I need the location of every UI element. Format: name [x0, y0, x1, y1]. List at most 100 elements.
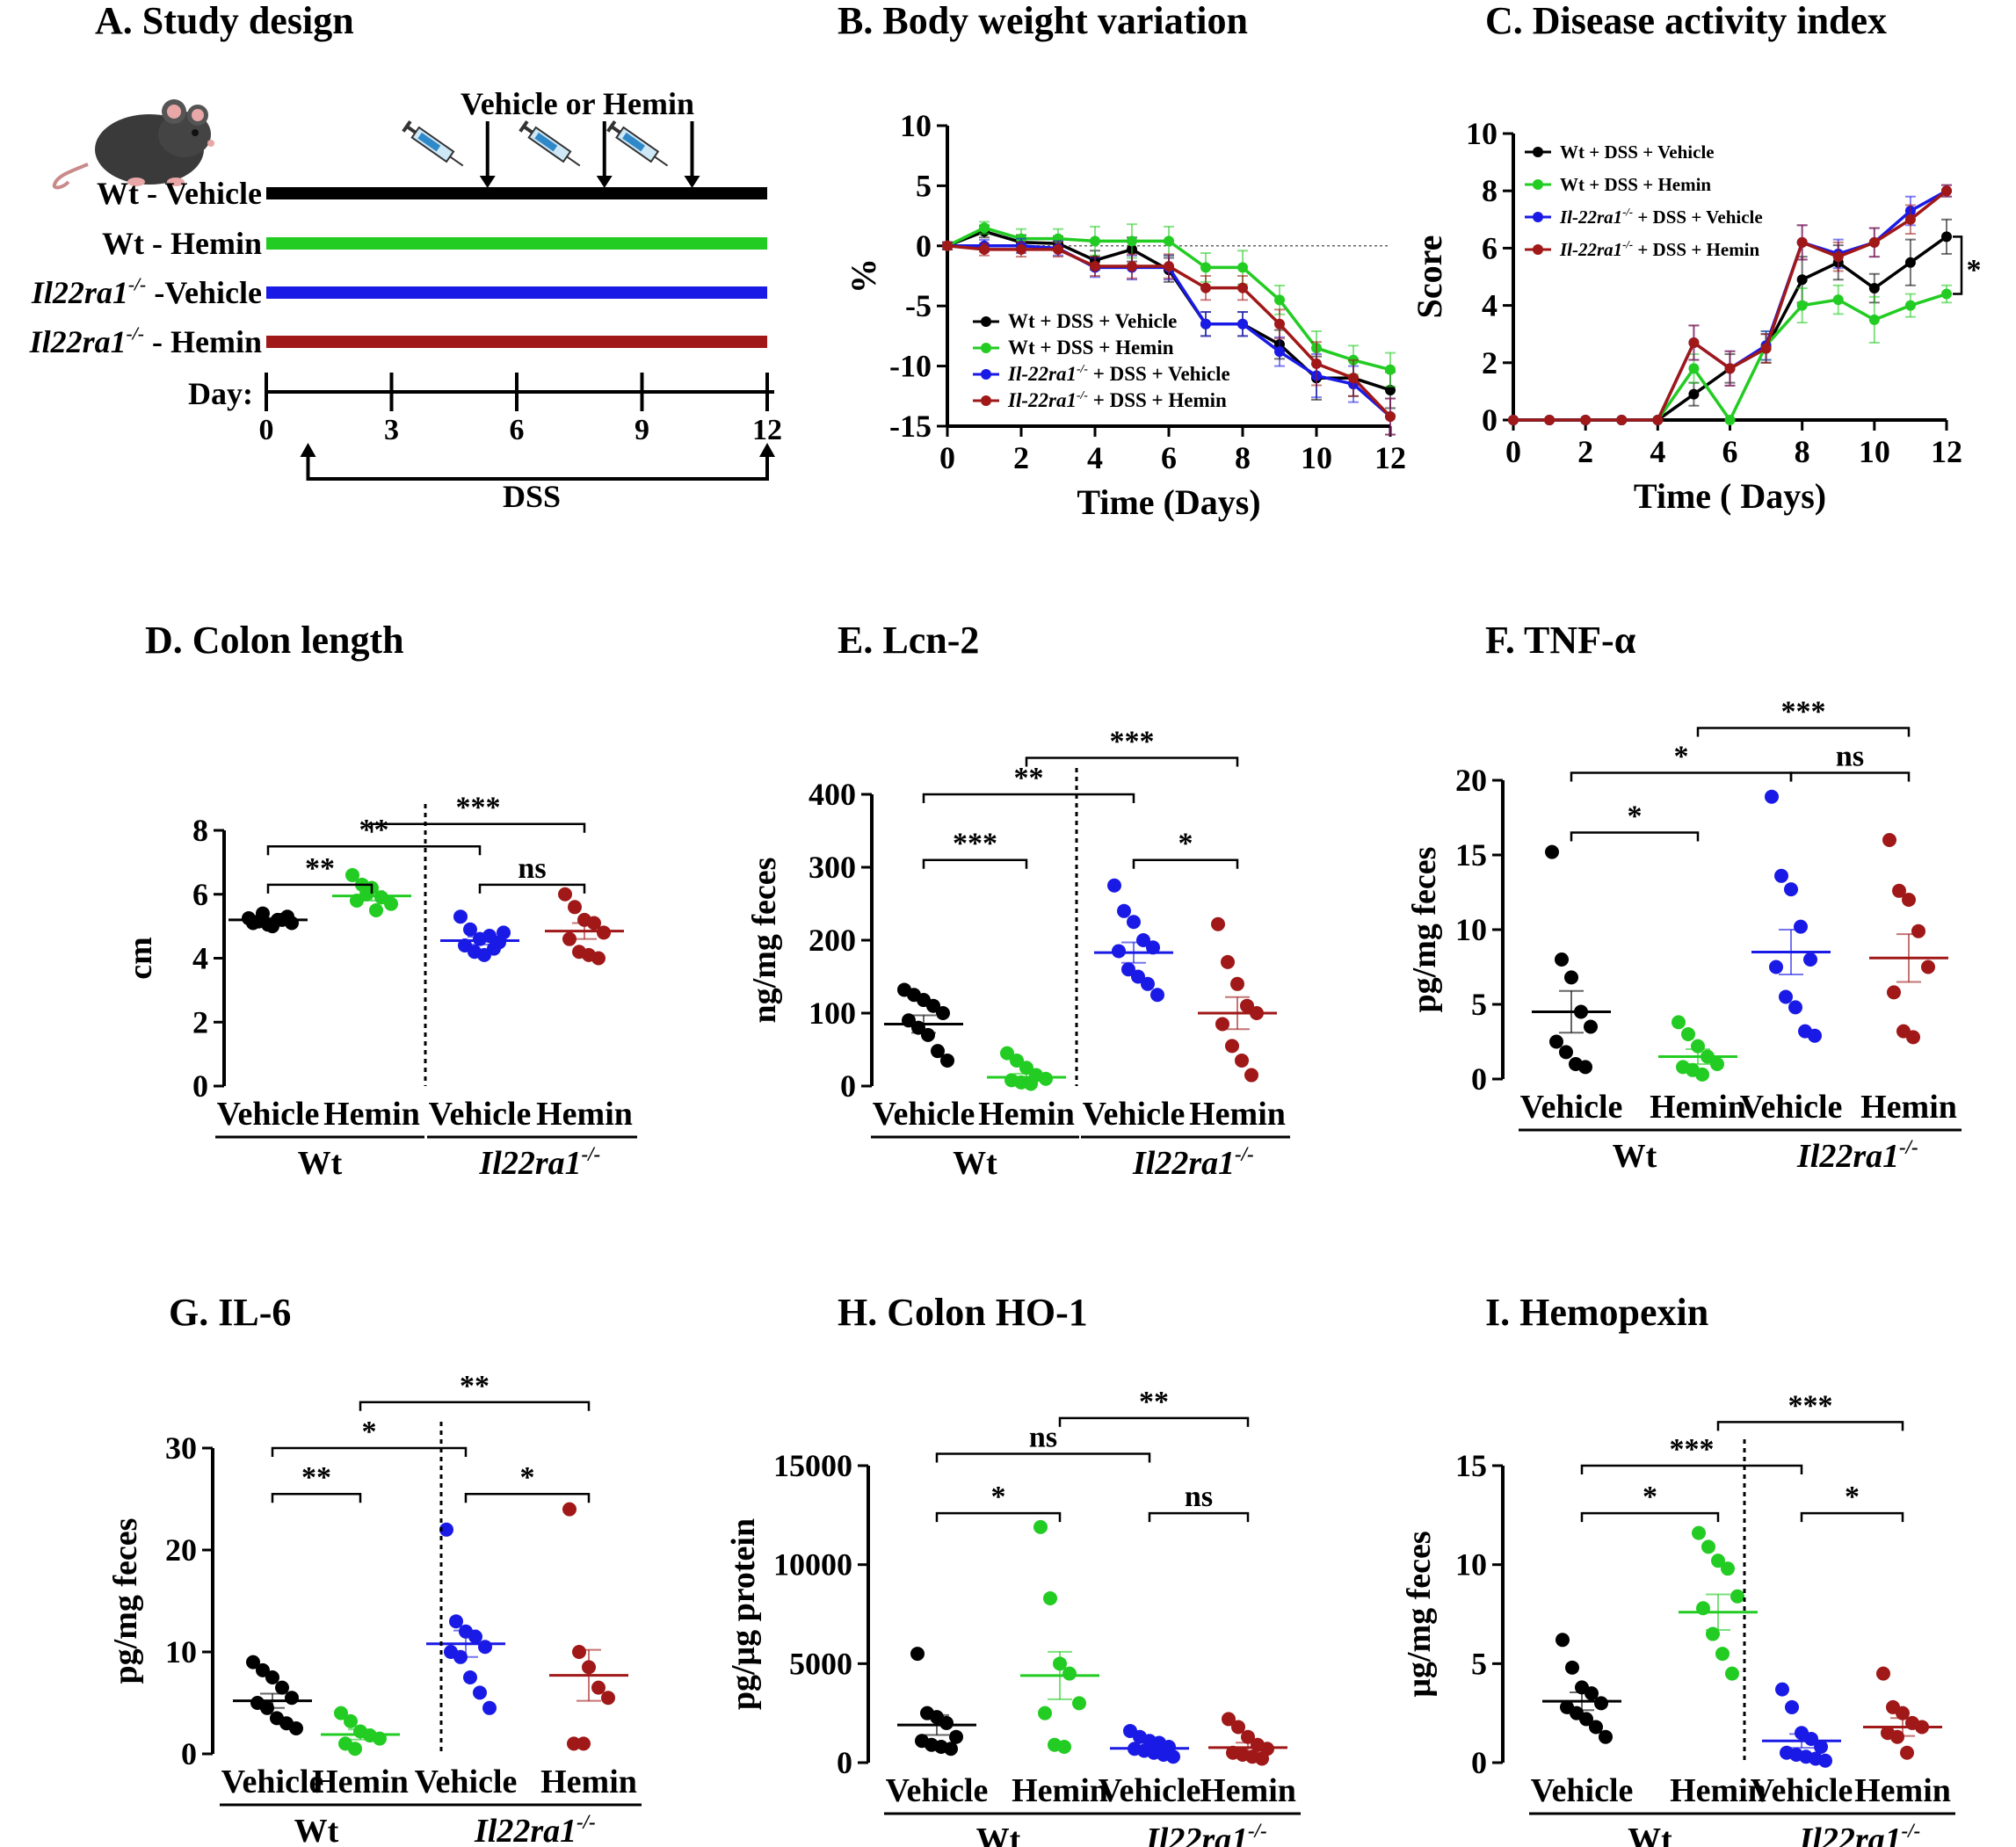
data-point [1904, 300, 1916, 311]
syringe-handle [402, 120, 412, 133]
significance-bracket [922, 793, 1135, 803]
legend-label-suffix: + DSS + Vehicle [1633, 206, 1763, 228]
y-tick-label: 6 [1482, 230, 1497, 265]
data-point [1200, 282, 1211, 293]
data-point [1594, 1696, 1608, 1711]
group-tick-label: Hemin [1200, 1772, 1296, 1809]
data-point [1237, 262, 1248, 273]
group-label-sup: -/- [1899, 1136, 1918, 1158]
data-point [334, 1706, 348, 1720]
significance-label: * [1845, 1481, 1860, 1513]
data-point [344, 1713, 358, 1728]
significance-label: ns [1836, 741, 1864, 773]
data-point [1038, 1706, 1052, 1720]
syringe-plunger [610, 125, 621, 134]
legend-label-suffix: + DSS + Vehicle [1088, 363, 1230, 385]
data-point [1688, 337, 1700, 348]
data-point [1796, 236, 1808, 248]
y-axis-label: pg/mg feces [1406, 847, 1443, 1013]
y-tick-label: 0 [837, 1745, 852, 1780]
injection-arrowhead [596, 176, 613, 188]
legend-label: Wt + DSS + Vehicle [1560, 141, 1715, 163]
syringe-needle [449, 156, 464, 167]
data-point [1549, 1034, 1563, 1049]
significance-label: *** [1670, 1433, 1715, 1466]
y-tick-label: 0 [1482, 402, 1497, 438]
data-point [453, 909, 468, 924]
data-point [1131, 969, 1145, 984]
data-point [497, 925, 511, 940]
y-axis-label: ng/mg feces [746, 858, 783, 1024]
data-point [1127, 235, 1137, 247]
data-point [1868, 283, 1880, 294]
data-point [949, 1729, 963, 1744]
data-point [1053, 243, 1063, 255]
group-label: Wt [1613, 1138, 1657, 1175]
significance-label: *** [1781, 696, 1826, 728]
significance-label: * [991, 1481, 1006, 1513]
group-label-base: Il22ra1 [479, 1145, 582, 1182]
legend-marker [981, 369, 991, 380]
y-tick-label: 5 [916, 168, 932, 203]
legend-label-base: Il-22ra1 [1559, 206, 1622, 228]
group-tick-label: Hemin [978, 1096, 1075, 1133]
data-point [1688, 363, 1700, 374]
data-point [1385, 411, 1396, 423]
chart-title: F. TNF-α [1485, 619, 1636, 662]
data-point [285, 1691, 299, 1706]
x-tick-label: 10 [1859, 434, 1890, 469]
group-tick-label: Hemin [1189, 1096, 1286, 1133]
day-tick-label: 6 [510, 414, 525, 446]
data-point [1508, 415, 1519, 425]
data-point [463, 1670, 477, 1684]
y-tick-label: 0 [840, 1068, 856, 1104]
y-tick-label: 10 [1466, 116, 1497, 151]
y-tick-label: -10 [889, 349, 932, 384]
y-tick-label: 20 [1455, 763, 1487, 798]
y-tick-label: 8 [192, 813, 208, 848]
y-tick-label: 15000 [773, 1448, 852, 1483]
group-tick-label: Vehicle [1740, 1089, 1843, 1126]
data-point [1868, 314, 1880, 325]
data-point [1715, 1647, 1730, 1662]
y-tick-label: 8 [1482, 173, 1497, 208]
data-point [1164, 235, 1174, 247]
syringe-needle [566, 156, 581, 167]
y-tick-label: 4 [1482, 288, 1497, 323]
data-point [939, 1715, 954, 1730]
y-tick-label: 30 [165, 1431, 197, 1466]
y-axis-label: % [844, 258, 883, 293]
significance-bracket [1953, 235, 1963, 295]
group-label: Wt [298, 1145, 343, 1182]
y-tick-label: 100 [809, 996, 856, 1031]
data-point [1803, 952, 1817, 967]
data-point [1127, 261, 1137, 272]
significance-label: * [520, 1461, 535, 1494]
y-tick-label: 0 [1471, 1061, 1487, 1097]
group-label: Il22ra1-/- [479, 1143, 601, 1182]
data-point [1090, 261, 1100, 272]
data-point [1062, 1666, 1077, 1681]
y-tick-label: 2 [192, 1004, 208, 1039]
significance-bracket [922, 858, 1028, 869]
data-point [1672, 1015, 1686, 1030]
data-point [1215, 1017, 1229, 1032]
data-point [1900, 1745, 1914, 1760]
data-point [1832, 251, 1844, 263]
data-point [601, 1691, 615, 1706]
data-point [1652, 415, 1664, 425]
x-tick-label: 6 [1161, 440, 1177, 475]
data-point [1274, 346, 1285, 358]
significance-label: * [1628, 800, 1643, 833]
data-point [1710, 1057, 1724, 1071]
group-label: Il22ra1-/- - Hemin [29, 323, 262, 359]
data-point [1882, 833, 1896, 847]
group-label-sup: -/- [128, 274, 146, 295]
data-point [1141, 976, 1155, 991]
legend-label-suffix: + DSS + Hemin [1088, 389, 1227, 411]
x-axis-label: Time ( Days) [1634, 476, 1826, 516]
y-tick-label: 10 [1455, 912, 1487, 947]
group-tick-label: Vehicle [1520, 1089, 1623, 1126]
group-label: Il22ra1-/- [474, 1811, 596, 1847]
